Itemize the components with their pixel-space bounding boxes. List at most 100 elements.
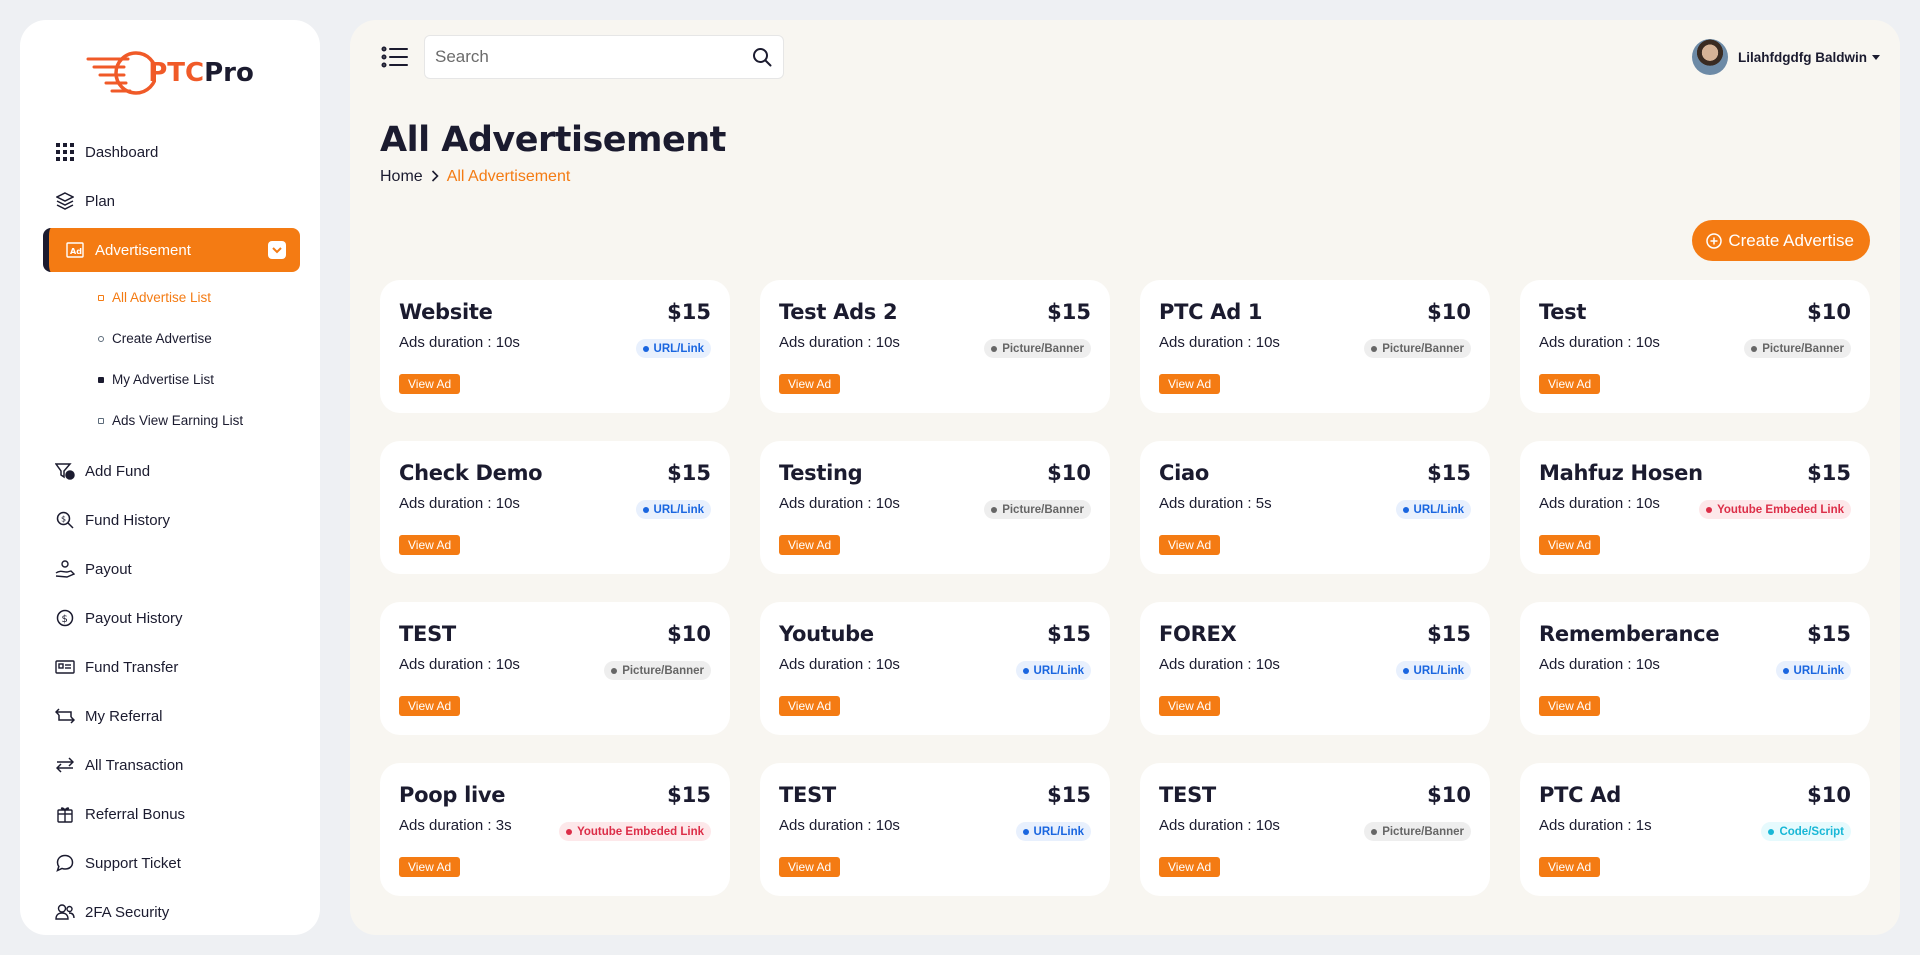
plus-circle-icon <box>1706 232 1723 249</box>
ad-price: $10 <box>1427 300 1471 324</box>
view-ad-button[interactable]: View Ad <box>1159 535 1221 555</box>
ad-price: $10 <box>1807 783 1851 807</box>
ad-type-badge: Youtube Embeded Link <box>559 822 711 841</box>
sidebar-item-advertisement[interactable]: Ad Advertisement <box>43 228 300 272</box>
ad-duration: Ads duration : 10s <box>1539 656 1660 673</box>
ad-type-badge: Picture/Banner <box>984 339 1091 358</box>
dot-icon <box>642 506 649 513</box>
sidebar-menu-secondary: Add Fund $ Fund History Payout $ Payout … <box>20 449 320 934</box>
dot-icon <box>1782 667 1789 674</box>
ad-card: Testing $10 Ads duration : 10s Picture/Bann… <box>760 441 1110 574</box>
ad-duration: Ads duration : 10s <box>399 495 520 512</box>
sidebar-item-support-ticket[interactable]: Support Ticket <box>43 841 300 885</box>
ad-type-badge: URL/Link <box>1015 661 1091 680</box>
view-ad-button[interactable]: View Ad <box>1539 535 1601 555</box>
ad-type-badge: URL/Link <box>1395 500 1471 519</box>
sidebar-item-payout[interactable]: Payout <box>43 547 300 591</box>
breadcrumb-home[interactable]: Home <box>380 168 423 185</box>
ad-card: Website $15 Ads duration : 10s URL/Link View… <box>380 280 730 413</box>
view-ad-button[interactable]: View Ad <box>1539 857 1601 877</box>
ad-type-label: URL/Link <box>1413 503 1464 516</box>
bullet-icon <box>98 335 104 342</box>
sidebar-item-referral-bonus[interactable]: Referral Bonus <box>43 792 300 836</box>
ad-price: $10 <box>667 622 711 646</box>
ad-card: PTC Ad 1 $10 Ads duration : 10s Picture/Ban… <box>1140 280 1490 413</box>
ad-card: Youtube $15 Ads duration : 10s URL/Link View… <box>760 602 1110 735</box>
ad-title: TEST <box>1159 783 1216 807</box>
view-ad-button[interactable]: View Ad <box>779 857 841 877</box>
dot-icon <box>1402 667 1409 674</box>
logo[interactable]: PTCPro <box>20 38 320 108</box>
ad-duration: Ads duration : 10s <box>1159 334 1280 351</box>
ad-card: TEST $10 Ads duration : 10s Picture/Banner V… <box>380 602 730 735</box>
dot-icon <box>1768 828 1775 835</box>
ad-duration: Ads duration : 10s <box>779 817 900 834</box>
ad-price: $10 <box>1047 461 1091 485</box>
ad-duration: Ads duration : 10s <box>1159 817 1280 834</box>
view-ad-button[interactable]: View Ad <box>1539 696 1601 716</box>
view-ad-button[interactable]: View Ad <box>1159 857 1221 877</box>
ad-price: $15 <box>1047 300 1091 324</box>
ad-duration: Ads duration : 10s <box>399 334 520 351</box>
ad-type-label: URL/Link <box>1413 664 1464 677</box>
ad-type-badge: Picture/Banner <box>1364 822 1471 841</box>
menu-toggle-icon[interactable] <box>380 42 410 72</box>
main-content: Lilahfdgdfg Baldwin All Advertisement Ho… <box>350 20 1900 935</box>
payout-history-icon: $ <box>55 608 75 628</box>
submenu-create-advertise[interactable]: Create Advertise <box>20 318 320 359</box>
view-ad-button[interactable]: View Ad <box>1159 374 1221 394</box>
ad-type-label: Picture/Banner <box>1002 503 1084 516</box>
ad-price: $10 <box>1807 300 1851 324</box>
chevron-down-icon[interactable] <box>268 241 286 259</box>
topbar: Lilahfdgdfg Baldwin <box>380 34 1880 80</box>
submenu-ads-view-earning-list[interactable]: Ads View Earning List <box>20 400 320 441</box>
sidebar-item-add-fund[interactable]: Add Fund <box>43 449 300 493</box>
sidebar-item-2fa-security[interactable]: 2FA Security <box>43 890 300 934</box>
ad-type-label: URL/Link <box>653 503 704 516</box>
submenu-all-advertise-list[interactable]: All Advertise List <box>20 277 320 318</box>
view-ad-button[interactable]: View Ad <box>1159 696 1221 716</box>
fund-history-icon: $ <box>55 510 75 530</box>
ad-price: $15 <box>667 461 711 485</box>
fund-transfer-icon <box>55 657 75 677</box>
view-ad-button[interactable]: View Ad <box>399 696 461 716</box>
view-ad-button[interactable]: View Ad <box>779 374 841 394</box>
sidebar-item-fund-history[interactable]: $ Fund History <box>43 498 300 542</box>
sidebar-item-all-transaction[interactable]: All Transaction <box>43 743 300 787</box>
submenu-my-advertise-list[interactable]: My Advertise List <box>20 359 320 400</box>
ad-card: TEST $15 Ads duration : 10s URL/Link View Ad <box>760 763 1110 896</box>
sidebar-item-label: Payout History <box>85 609 183 627</box>
svg-text:$: $ <box>61 515 66 524</box>
ads-grid: Website $15 Ads duration : 10s URL/Link View… <box>380 280 1870 896</box>
search-icon[interactable] <box>752 47 772 67</box>
sidebar-item-fund-transfer[interactable]: Fund Transfer <box>43 645 300 689</box>
view-ad-button[interactable]: View Ad <box>399 857 461 877</box>
view-ad-button[interactable]: View Ad <box>399 535 461 555</box>
ad-type-badge: URL/Link <box>1395 661 1471 680</box>
ad-type-badge: Picture/Banner <box>1744 339 1851 358</box>
ad-duration: Ads duration : 10s <box>1539 334 1660 351</box>
dot-icon <box>611 667 618 674</box>
ad-price: $10 <box>1427 783 1471 807</box>
ad-title: Website <box>399 300 493 324</box>
create-advertise-button[interactable]: Create Advertise <box>1692 220 1870 261</box>
search-input[interactable] <box>424 35 784 79</box>
sidebar-item-my-referral[interactable]: My Referral <box>43 694 300 738</box>
create-advertise-label: Create Advertise <box>1728 230 1854 250</box>
view-ad-button[interactable]: View Ad <box>1539 374 1601 394</box>
search-box <box>424 35 784 79</box>
submenu-label: All Advertise List <box>112 290 212 305</box>
view-ad-button[interactable]: View Ad <box>779 535 841 555</box>
sidebar-item-plan[interactable]: Plan <box>43 179 300 223</box>
ad-type-label: URL/Link <box>653 342 704 355</box>
sidebar-item-payout-history[interactable]: $ Payout History <box>43 596 300 640</box>
view-ad-button[interactable]: View Ad <box>779 696 841 716</box>
sidebar-item-dashboard[interactable]: Dashboard <box>43 130 300 174</box>
submenu-label: Create Advertise <box>112 331 212 346</box>
ad-title: Ciao <box>1159 461 1210 485</box>
chevron-right-icon <box>431 169 439 185</box>
view-ad-button[interactable]: View Ad <box>399 374 461 394</box>
ad-duration: Ads duration : 10s <box>779 656 900 673</box>
ad-card: Ciao $15 Ads duration : 5s URL/Link View Ad <box>1140 441 1490 574</box>
user-menu[interactable]: Lilahfdgdfg Baldwin <box>1692 39 1880 75</box>
